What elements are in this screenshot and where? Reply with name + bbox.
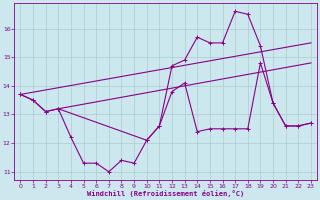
X-axis label: Windchill (Refroidissement éolien,°C): Windchill (Refroidissement éolien,°C) bbox=[87, 190, 244, 197]
